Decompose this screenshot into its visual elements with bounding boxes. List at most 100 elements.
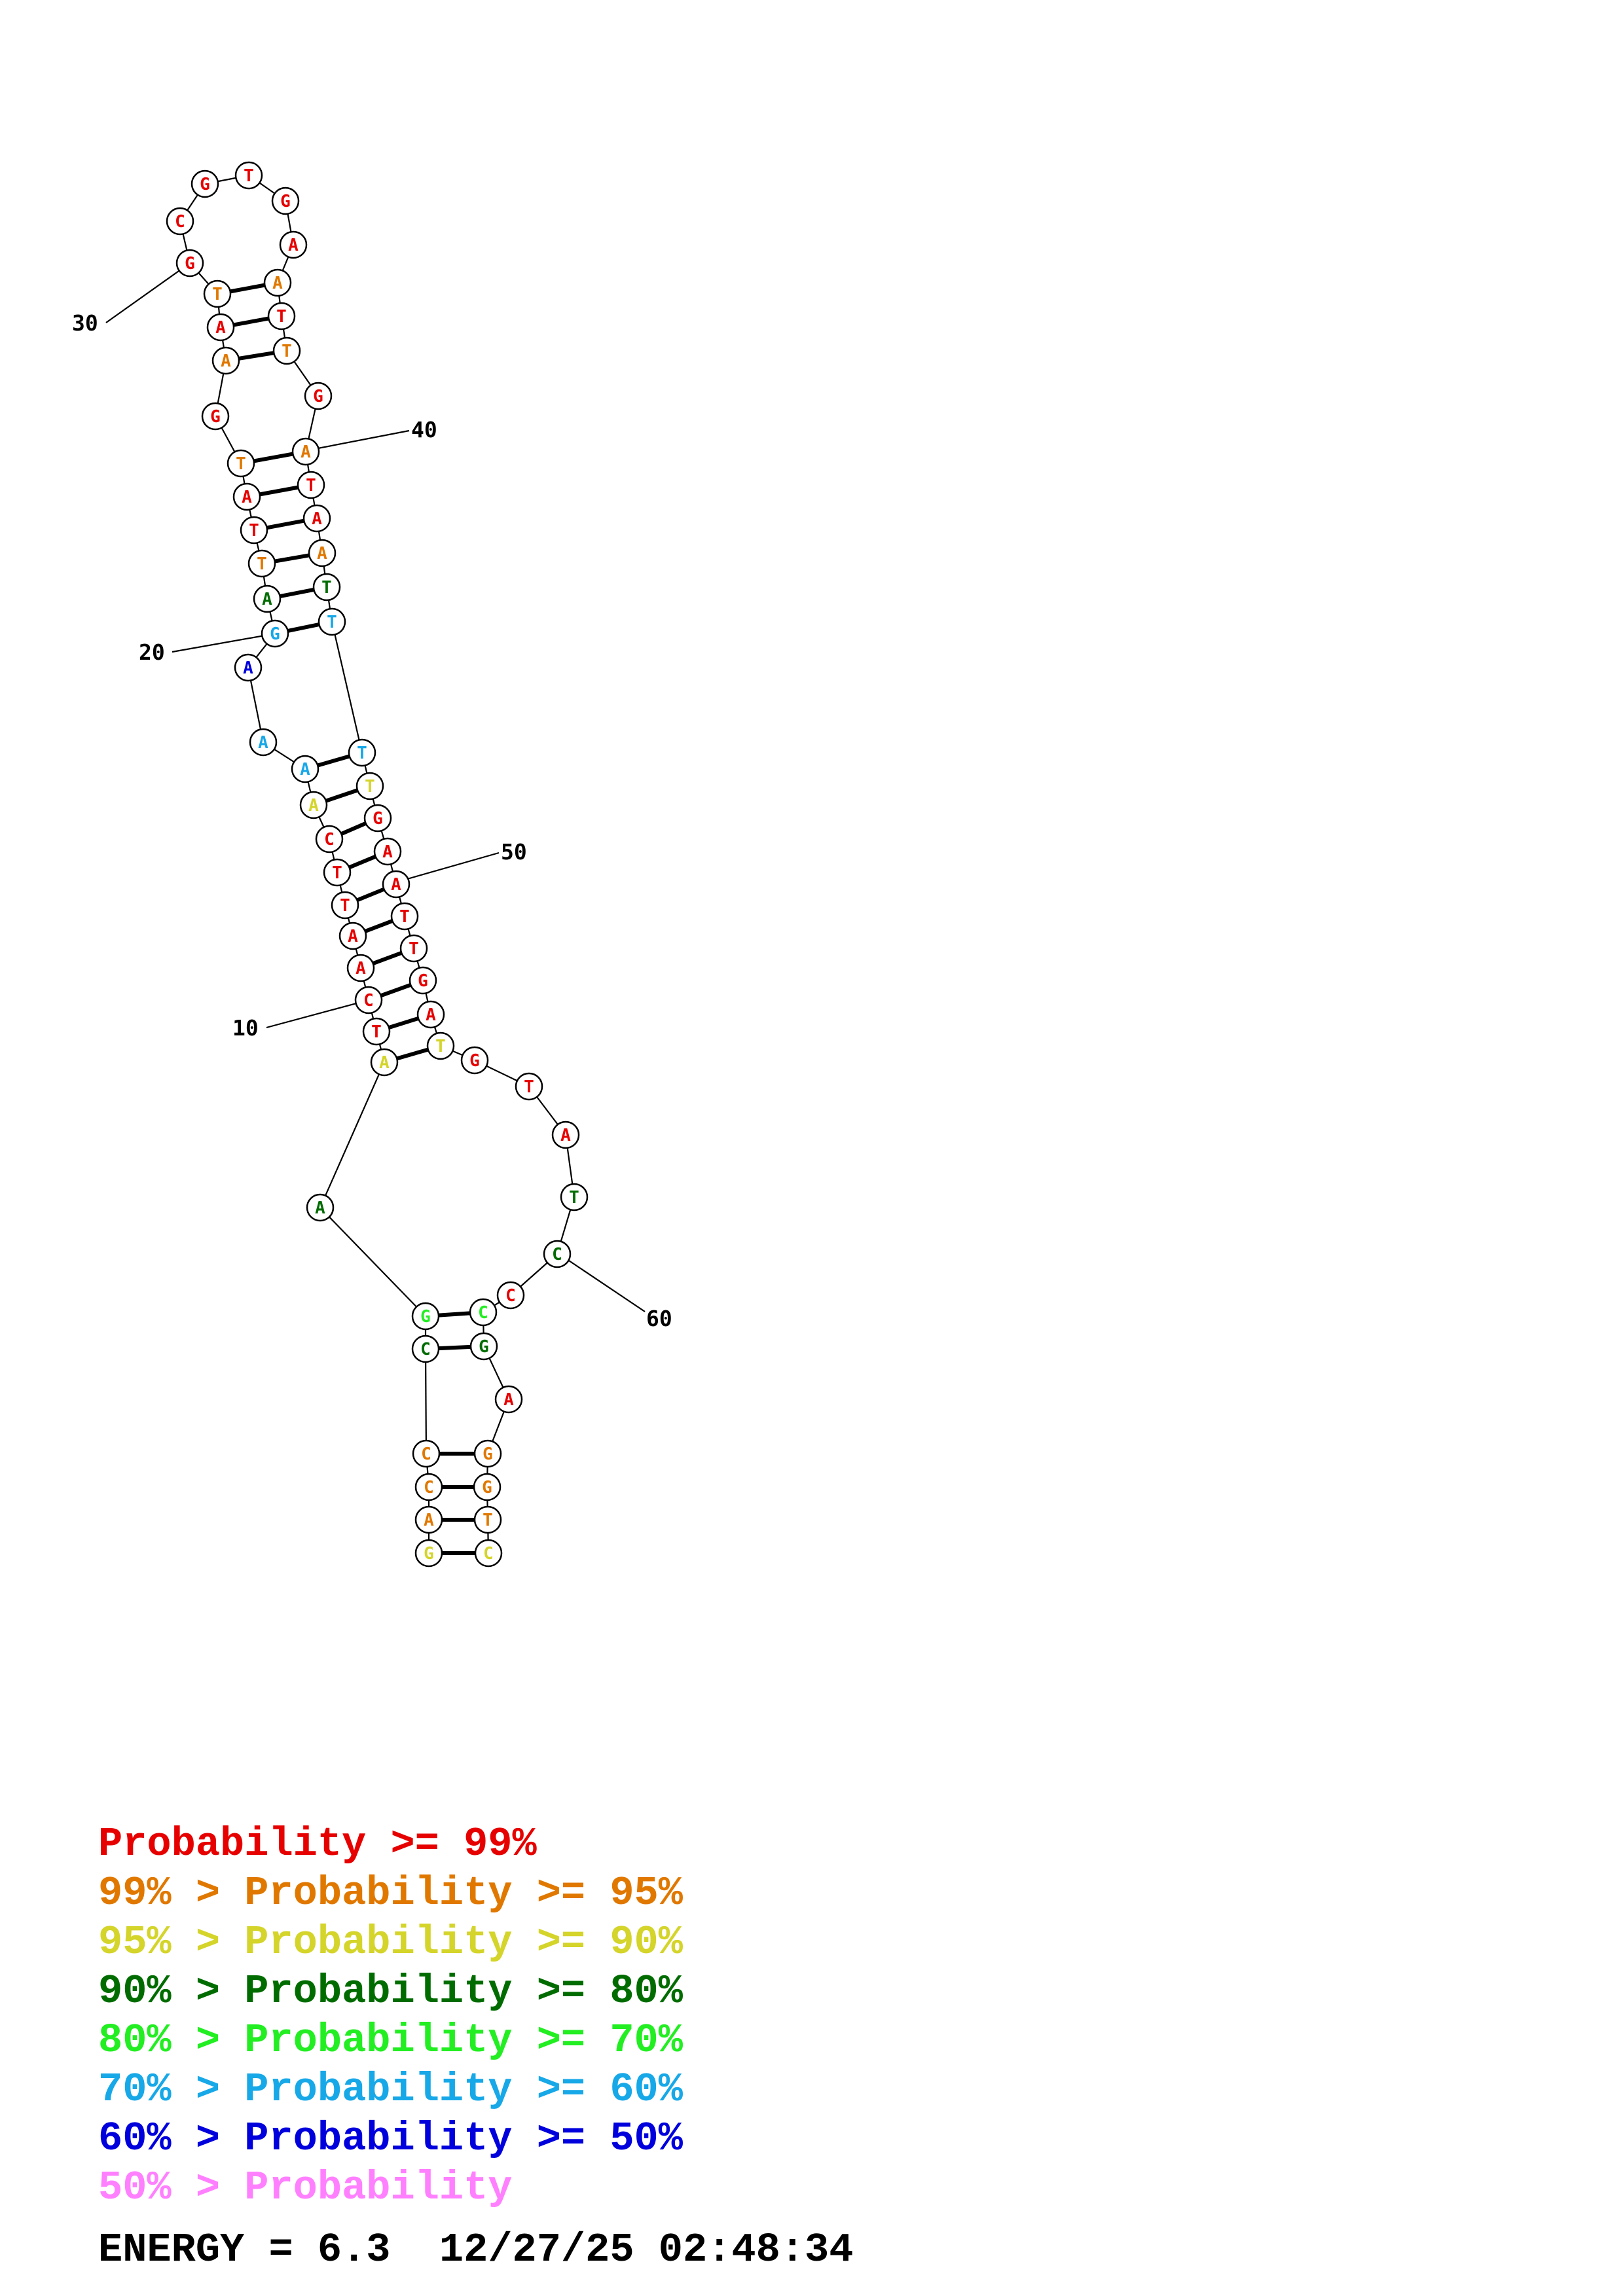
base-pair-bond bbox=[438, 1344, 471, 1351]
nucleotide-letter: T bbox=[365, 777, 375, 797]
nucleotide-letter: T bbox=[332, 863, 342, 883]
nucleotide-letter: T bbox=[340, 896, 350, 916]
nucleotide-letter: T bbox=[257, 554, 267, 574]
nucleotide-letter: C bbox=[420, 1340, 431, 1359]
timestamp: 12/27/25 02:48:34 bbox=[439, 2227, 854, 2273]
base-pair-layer bbox=[230, 283, 475, 1555]
nucleotide-letter: C bbox=[421, 1444, 431, 1464]
nucleotide-circle bbox=[247, 549, 276, 578]
nucleotide: T bbox=[515, 1072, 543, 1101]
nucleotide-letter: A bbox=[215, 318, 226, 338]
base-pair-bond bbox=[266, 518, 304, 530]
nucleotide-letter: A bbox=[356, 959, 366, 978]
nucleotide: A bbox=[551, 1121, 580, 1149]
nucleotide: T bbox=[318, 607, 346, 636]
nucleotide-letter: G bbox=[482, 1478, 492, 1498]
nucleotide: A bbox=[370, 1048, 399, 1077]
nucleotide: T bbox=[473, 1505, 502, 1534]
nucleotide-circle bbox=[362, 1017, 391, 1046]
nucleotide: A bbox=[308, 539, 337, 567]
nucleotide-circle bbox=[411, 1302, 440, 1331]
nucleotide-circle bbox=[474, 1539, 503, 1568]
legend-text: Probability >= 60% bbox=[244, 2066, 683, 2113]
nucleotide-circle bbox=[263, 268, 292, 297]
nucleotide-circle bbox=[473, 1505, 502, 1534]
nucleotide-letter: G bbox=[313, 387, 323, 406]
base-pair-bond bbox=[356, 887, 385, 903]
legend-prefix: 99% > bbox=[98, 1870, 245, 1916]
nucleotide-circle bbox=[354, 986, 383, 1014]
base-pair-bond bbox=[380, 982, 412, 998]
nucleotide-letter: A bbox=[300, 760, 310, 780]
nucleotide-circle bbox=[191, 170, 219, 198]
legend-row: 90% > Probability >= 80% bbox=[98, 1967, 683, 2016]
base-pair-bond bbox=[230, 283, 265, 294]
nucleotide: A bbox=[234, 653, 263, 682]
nucleotide-circle bbox=[315, 825, 344, 853]
legend-text: Probability >= 99% bbox=[98, 1821, 537, 1867]
base-pair-bond bbox=[372, 951, 403, 965]
tick-line-60 bbox=[558, 1253, 646, 1312]
nucleotide-letter: G bbox=[200, 175, 210, 194]
nucleotide-circle bbox=[227, 449, 255, 478]
nucleotide-circle bbox=[496, 1281, 525, 1310]
nucleotide-circle bbox=[363, 804, 392, 833]
nucleotide-circle bbox=[473, 1439, 502, 1468]
nucleotide-letter: A bbox=[301, 442, 311, 462]
nucleotide: T bbox=[348, 738, 376, 767]
nucleotide: T bbox=[323, 858, 352, 887]
nucleotide: C bbox=[166, 207, 194, 236]
nucleotide-circle bbox=[414, 1539, 443, 1568]
nucleotide-letter: A bbox=[272, 274, 283, 293]
nucleotide-letter: T bbox=[435, 1037, 446, 1056]
nucleotide-circle bbox=[469, 1298, 498, 1327]
tick-label-30: 30 bbox=[72, 310, 98, 336]
nucleotide-circle bbox=[304, 382, 333, 410]
nucleotide-letter: T bbox=[569, 1188, 579, 1208]
legend-text: Probability >= 50% bbox=[244, 2115, 683, 2162]
nucleotide-circle bbox=[240, 516, 268, 545]
nucleotide-circle bbox=[249, 728, 278, 757]
tick-label-60: 60 bbox=[646, 1306, 672, 1331]
nucleotide-circle bbox=[560, 1183, 589, 1211]
nucleotide-circle bbox=[323, 858, 352, 887]
tick-line-10 bbox=[266, 999, 369, 1029]
nucleotide-letter: T bbox=[276, 307, 287, 327]
nucleotide-circle bbox=[399, 934, 428, 963]
nucleotide: G bbox=[414, 1539, 443, 1568]
nucleotide-letter: A bbox=[243, 658, 253, 678]
legend-row: 95% > Probability >= 90% bbox=[98, 1918, 683, 1967]
base-pair-bond bbox=[364, 919, 393, 933]
nucleotide-circle bbox=[299, 791, 328, 819]
nucleotide-circle bbox=[412, 1439, 441, 1468]
nucleotide: A bbox=[279, 230, 308, 259]
nucleotide: A bbox=[299, 791, 328, 819]
nucleotide-circle bbox=[306, 1193, 335, 1222]
nucleotide-circle bbox=[261, 619, 289, 648]
nucleotide: C bbox=[414, 1473, 443, 1501]
nucleotide-circle bbox=[318, 607, 346, 636]
nucleotide: A bbox=[211, 346, 240, 375]
nucleotide: T bbox=[426, 1031, 455, 1060]
nucleotide: T bbox=[227, 449, 255, 478]
backbone-segment bbox=[319, 1207, 426, 1317]
nucleotide-circle bbox=[494, 1385, 523, 1414]
nucleotide-circle bbox=[382, 870, 410, 899]
nucleotide: T bbox=[267, 302, 296, 331]
nucleotide: C bbox=[412, 1439, 441, 1468]
nucleotide-circle bbox=[308, 539, 337, 567]
nucleotide-letter: A bbox=[288, 236, 299, 255]
nucleotide-letter: A bbox=[348, 927, 358, 946]
nucleotide-circle bbox=[175, 249, 204, 278]
nucleotide-letter: A bbox=[503, 1390, 514, 1410]
nucleotide: A bbox=[416, 1000, 445, 1029]
nucleotide-letter: T bbox=[357, 744, 367, 763]
legend-text: Probability bbox=[244, 2164, 513, 2211]
nucleotide-circle bbox=[543, 1240, 572, 1268]
nucleotide-letter: G bbox=[420, 1307, 431, 1327]
nucleotide-letter: G bbox=[280, 192, 291, 211]
legend-row: 50% > Probability bbox=[98, 2163, 683, 2212]
base-pair-bond bbox=[325, 788, 359, 803]
nucleotide-letter: A bbox=[262, 590, 272, 609]
nucleotide: A bbox=[338, 922, 367, 950]
